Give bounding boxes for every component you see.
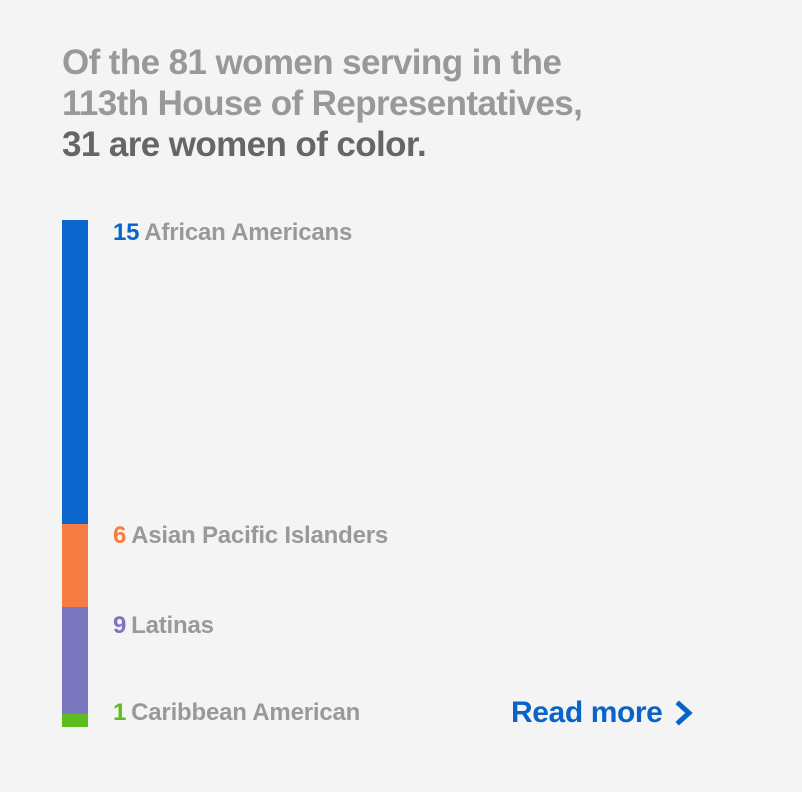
list-item: 6 Asian Pacific Islanders	[113, 524, 388, 548]
list-item: 9 Latinas	[113, 614, 214, 638]
segment-label-latinas: Latinas	[131, 612, 214, 639]
bar-segment-african-americans	[62, 220, 88, 524]
read-more-label: Read more	[511, 696, 663, 729]
headline-line-3: 31 are women of color.	[62, 125, 427, 164]
chevron-right-icon	[674, 698, 696, 728]
segment-value-caribbean-american: 1	[113, 699, 127, 726]
headline-line-1: Of the 81 women serving in the	[62, 43, 562, 82]
bar-segment-latinas	[62, 607, 88, 714]
segment-value-latinas: 9	[113, 612, 127, 639]
headline-line-2: 113th House of Representatives,	[62, 84, 583, 123]
segment-label-african-americans: African Americans	[144, 219, 353, 246]
segment-label-asian-pacific-islanders: Asian Pacific Islanders	[131, 522, 389, 549]
list-item: 15 African Americans	[113, 221, 352, 245]
bar-segment-caribbean-american	[62, 714, 88, 727]
segment-value-african-americans: 15	[113, 219, 140, 246]
list-item: 1 Caribbean American	[113, 701, 360, 725]
page-title: Of the 81 women serving in the 113th Hou…	[62, 42, 722, 165]
bar-segment-asian-pacific-islanders	[62, 524, 88, 607]
segment-value-asian-pacific-islanders: 6	[113, 522, 127, 549]
segment-label-caribbean-american: Caribbean American	[131, 699, 361, 726]
stacked-bar	[62, 220, 88, 727]
read-more-link[interactable]: Read more	[511, 697, 696, 729]
